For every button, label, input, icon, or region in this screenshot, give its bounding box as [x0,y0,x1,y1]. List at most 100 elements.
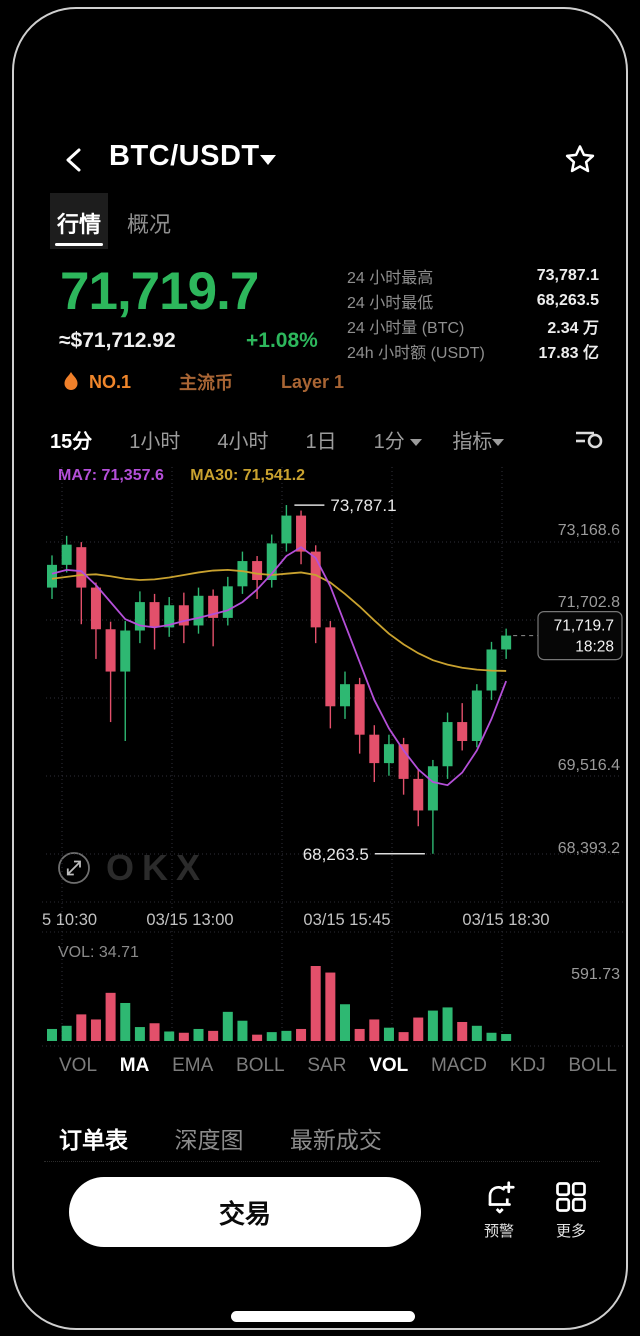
stat-value: 2.34 万 [547,319,599,337]
last-price: 71,719.7 [60,262,259,321]
chevron-left-icon [66,148,81,172]
candle [383,744,394,764]
candle [340,684,350,707]
stat-row: 24 小时量 (BTC) 2.34 万 [347,313,599,338]
stats-panel: 24 小时最高 73,787.1 24 小时最低 68,263.5 24 小时量 (BT… [347,263,599,363]
volume-bar [281,1030,292,1041]
candle [193,595,204,626]
volume-bar [340,1004,350,1041]
tab-trades[interactable]: 最新成交 [289,1127,382,1153]
timeframe-1h[interactable]: 1小时 [129,431,181,453]
indicator-menu[interactable]: 指标 [452,425,505,454]
favorite-button[interactable] [562,142,598,178]
volume-bar [310,966,321,1041]
indicator-tab-boll[interactable]: BOLL [568,1055,617,1076]
candle [310,551,321,628]
chart-settings-icon [576,431,603,449]
timeframe-1d[interactable]: 1日 [305,431,337,453]
indicator-tab-ema[interactable]: EMA [172,1055,214,1076]
indicator-tab-vol[interactable]: VOL [59,1055,98,1076]
indicator-tab-boll[interactable]: BOLL [236,1055,285,1076]
grid-icon [556,1182,586,1212]
svg-text:69,516.4: 69,516.4 [558,757,620,774]
tag-layer[interactable]: Layer 1 [281,371,345,392]
volume-bar [134,1027,145,1041]
candle [208,595,219,618]
home-indicator[interactable] [231,1311,415,1322]
stat-value: 68,263.5 [536,291,599,309]
volume-bar [193,1028,204,1041]
expand-icon[interactable] [54,848,94,888]
flame-icon [64,372,78,390]
volume-bar [325,972,336,1041]
volume-bar [47,1028,57,1041]
caret-down-icon[interactable] [260,155,276,165]
trade-button[interactable]: 交易 [69,1177,421,1247]
caret-down-icon [410,439,423,446]
timeframe-15m[interactable]: 15分 [50,431,93,453]
okx-logo: OKX [106,847,209,888]
volume-bar [383,1027,394,1041]
fiat-price: ≈$71,712.92 [59,329,176,352]
indicator-tab-sar[interactable]: SAR [307,1055,347,1076]
back-button[interactable] [57,142,93,178]
page-title[interactable]: BTC/USDT [109,140,260,172]
svg-text:71,702.8: 71,702.8 [558,594,620,611]
ma30-line [51,569,507,672]
candle [354,684,365,735]
volume-bar [296,1028,307,1041]
more-action[interactable]: 更多 [545,1179,597,1241]
stat-value: 17.83 亿 [538,344,600,362]
tag-rank[interactable]: NO.1 [89,371,132,392]
candle [76,547,87,588]
alert-action[interactable]: 预警 [473,1179,525,1241]
price-chart[interactable]: 73,787.1 68,263.5 71,719.7 18:28 73,168.6 71,… [14,9,628,1330]
volume-bar [369,1019,380,1041]
svg-text:68,393.2: 68,393.2 [558,840,620,857]
volume-bar [252,1034,263,1041]
candle [296,515,307,552]
ma7-line [51,546,507,787]
timeframe-dropdown[interactable]: 1分 [374,425,423,454]
tab-market[interactable]: 行情 [57,212,102,237]
candle [237,561,248,587]
stat-label: 24 小时最高 [347,269,434,287]
svg-text:18:28: 18:28 [575,639,614,656]
stat-label: 24 小时量 (BTC) [347,319,465,337]
more-label: 更多 [555,1223,586,1240]
watermark: OKX [54,847,208,889]
volume-bar [61,1025,72,1041]
tag-category[interactable]: 主流币 [179,373,234,393]
volume-bar [164,1031,175,1041]
svg-text:03/15 18:30: 03/15 18:30 [462,911,549,929]
candle [105,629,116,672]
chart-settings-button[interactable] [572,425,606,453]
candle [61,544,72,565]
orderbook-tabs: 订单表 深度图 最新成交 [59,1121,424,1155]
stat-label: 24 小时最低 [347,294,434,312]
candle [252,561,263,581]
indicator-tab-macd[interactable]: MACD [431,1055,487,1076]
volume-bar [76,1014,87,1041]
volume-bar [120,1002,131,1041]
divider [44,1161,600,1162]
candle [442,722,453,767]
candle [369,734,380,764]
indicator-tab-kdj[interactable]: KDJ [509,1055,546,1076]
tab-overview[interactable]: 概况 [127,212,172,237]
svg-text:03/15 15:45: 03/15 15:45 [303,911,390,929]
indicator-tab-ma[interactable]: MA [119,1055,150,1076]
tab-orderbook[interactable]: 订单表 [59,1127,128,1153]
tab-depth[interactable]: 深度图 [174,1127,244,1153]
svg-text:5 10:30: 5 10:30 [42,911,97,929]
candle [164,605,175,628]
volume-bar [471,1025,482,1041]
stat-label: 24h 小时额 (USDT) [347,344,485,362]
candle [471,690,482,742]
indicator-tab-vol[interactable]: VOL [369,1055,409,1076]
timeframe-4h[interactable]: 4小时 [217,431,269,453]
volume-bar [90,1019,101,1041]
candle [222,586,233,618]
volume-bar [222,1011,233,1041]
volume-bar [501,1034,512,1041]
